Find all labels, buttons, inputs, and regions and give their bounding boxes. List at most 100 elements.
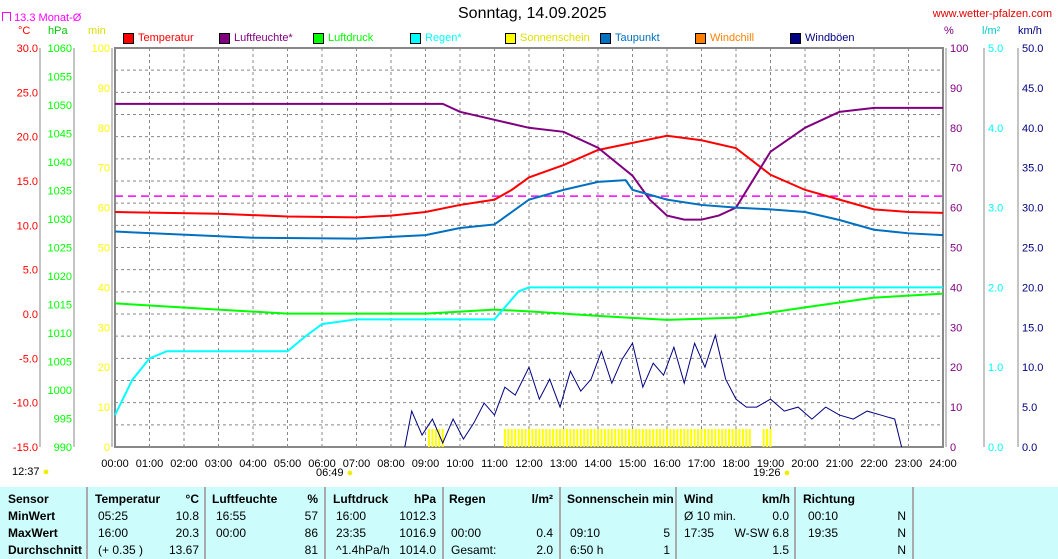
y-tick-label-hum: 90 xyxy=(950,83,962,95)
y-tick-label-hum: 100 xyxy=(950,43,968,55)
x-tick-label: 04:00 xyxy=(239,458,267,470)
legend-item: Windböen xyxy=(790,32,855,44)
table-cell: 0.4 xyxy=(536,526,553,540)
y-tick-label-wind: 45.0 xyxy=(1022,83,1043,95)
table-cell: 2.0 xyxy=(536,543,553,557)
month-average-label: 13.3 Monat-Ø xyxy=(2,12,81,24)
series-windböen xyxy=(404,333,903,448)
y-tick-label-hum: 70 xyxy=(950,163,962,175)
y-tick-label-rain: 2.0 xyxy=(988,282,1003,294)
table-cell: N xyxy=(897,526,906,540)
table-cell: % xyxy=(307,492,318,506)
table-cell: 20.3 xyxy=(175,526,199,540)
legend-label: Taupunkt xyxy=(615,32,660,44)
table-cell: N xyxy=(897,509,906,523)
y-tick-label-press: 1050 xyxy=(48,100,72,112)
unit-temp: °C xyxy=(18,25,31,37)
legend-swatch-icon xyxy=(505,32,516,44)
unit-press: hPa xyxy=(48,25,68,37)
y-tick-label-press: 990 xyxy=(54,442,72,454)
table-cell: 57 xyxy=(304,509,318,523)
legend-swatch-icon xyxy=(695,32,706,44)
site-link[interactable]: www.wetter-pfalzen.com xyxy=(932,8,1052,20)
y-tick-label-wind: 5.0 xyxy=(1022,402,1037,414)
y-tick-label-press: 1040 xyxy=(48,157,72,169)
y-tick-label-wind: 0.0 xyxy=(1022,442,1037,454)
x-tick-label: 10:00 xyxy=(446,458,474,470)
table-cell: km/h xyxy=(761,492,790,506)
x-tick-label: 18:00 xyxy=(722,458,750,470)
legend-swatch-icon xyxy=(219,32,230,44)
x-tick-label: 06:00 xyxy=(308,458,336,470)
table-cell: 81 xyxy=(304,543,318,557)
y-tick-label-sun: 40 xyxy=(98,282,110,294)
y-tick-label-wind: 20.0 xyxy=(1022,282,1043,294)
y-tick-label-hum: 10 xyxy=(950,402,962,414)
y-tick-label-sun: 0 xyxy=(104,442,110,454)
sunset-icon: ● xyxy=(780,467,791,479)
table-cell: Gesamt: xyxy=(451,543,497,557)
series-luftfeuchte xyxy=(115,102,943,221)
legend-label: Sonnenschein xyxy=(520,32,590,44)
table-cell: MinWert xyxy=(8,509,56,523)
sun-noon: 12:37 ● xyxy=(12,466,50,478)
y-tick-label-hum: 20 xyxy=(950,362,962,374)
table-cell: 05:25 xyxy=(98,509,129,523)
y-tick-label-sun: 30 xyxy=(98,322,110,334)
table-cell: 1 xyxy=(663,543,670,557)
table-cell: 5 xyxy=(663,526,670,540)
table-cell: 23:35 xyxy=(336,526,367,540)
table-cell: 09:10 xyxy=(570,526,601,540)
legend-swatch-icon xyxy=(410,32,421,44)
table-cell: Wind xyxy=(684,492,714,506)
table-cell: 0.0 xyxy=(772,509,789,523)
y-tick-label-press: 1010 xyxy=(48,328,72,340)
table-cell: 00:00 xyxy=(216,526,247,540)
y-tick-label-rain: 0.0 xyxy=(988,442,1003,454)
y-tick-label-press: 1055 xyxy=(48,72,72,84)
x-tick-label: 15:00 xyxy=(619,458,647,470)
sunrise-icon: ● xyxy=(343,467,354,479)
x-tick-label: 19:00 xyxy=(757,458,785,470)
y-tick-label-temp: -5.0 xyxy=(19,353,38,365)
x-tick-label: 09:00 xyxy=(412,458,440,470)
y-tick-label-rain: 1.0 xyxy=(988,362,1003,374)
y-tick-label-press: 1045 xyxy=(48,129,72,141)
table-cell: °C xyxy=(185,492,199,506)
table-cell: 1.5 xyxy=(772,543,789,557)
table-cell: Durchschnitt xyxy=(8,543,83,557)
legend-label: Regen* xyxy=(425,32,462,44)
table-cell: N xyxy=(897,543,906,557)
sun-icon: ● xyxy=(39,466,50,478)
y-tick-label-press: 1005 xyxy=(48,357,72,369)
y-tick-label-hum: 30 xyxy=(950,322,962,334)
x-tick-label: 21:00 xyxy=(826,458,854,470)
y-tick-label-temp: 0.0 xyxy=(23,309,38,321)
y-tick-label-hum: 80 xyxy=(950,123,962,135)
table-cell: Temperatur xyxy=(95,492,161,506)
y-tick-label-hum: 50 xyxy=(950,243,962,255)
weather-chart: 00:00 01:00 02:00 03:00 04:00 05:00 06:00 07:00… xyxy=(13,43,1044,470)
y-tick-label-press: 1025 xyxy=(48,243,72,255)
table-cell: W-SW 6.8 xyxy=(734,526,789,540)
legend-swatch-icon xyxy=(123,32,134,44)
y-tick-label-press: 995 xyxy=(54,414,72,426)
x-tick-label: 24:00 xyxy=(929,458,957,470)
table-cell: 17:35 xyxy=(684,526,715,540)
x-tick-label: 12:00 xyxy=(515,458,543,470)
table-cell: Sonnenschein min xyxy=(567,492,674,506)
table-cell: Ø 10 min. xyxy=(684,509,737,523)
table-cell: l/m² xyxy=(531,492,553,506)
sunset: 19:26 ● xyxy=(753,467,791,479)
x-tick-label: 23:00 xyxy=(895,458,923,470)
y-tick-label-wind: 25.0 xyxy=(1022,243,1043,255)
x-tick-label: 08:00 xyxy=(377,458,405,470)
y-tick-label-temp: 20.0 xyxy=(17,132,38,144)
x-tick-label: 22:00 xyxy=(860,458,888,470)
series-regen xyxy=(114,286,943,416)
y-tick-label-press: 1000 xyxy=(48,385,72,397)
legend-item: Luftfeuchte* xyxy=(219,32,293,44)
legend-label: Windböen xyxy=(805,32,855,44)
legend-item: Sonnenschein xyxy=(505,32,590,44)
y-tick-label-hum: 60 xyxy=(950,203,962,215)
